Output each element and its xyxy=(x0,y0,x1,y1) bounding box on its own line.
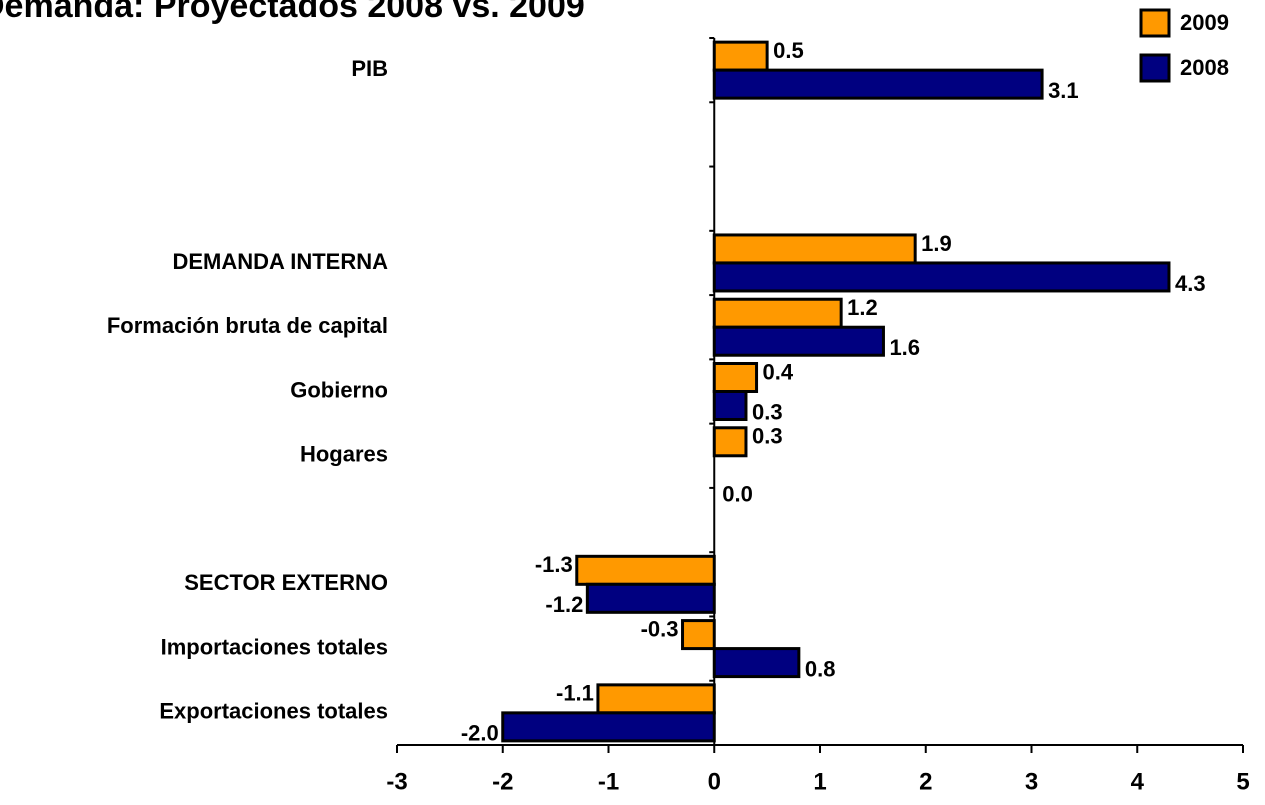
bar xyxy=(501,711,716,743)
value-label: -2.0 xyxy=(461,721,499,746)
value-label: 0.0 xyxy=(722,482,753,507)
bar xyxy=(712,261,1171,293)
category-label: Formación bruta de capital xyxy=(107,313,388,338)
category-label: SECTOR EXTERNO xyxy=(184,570,388,595)
category-label: DEMANDA INTERNA xyxy=(172,249,388,274)
x-tick-label: 0 xyxy=(708,768,721,795)
bar xyxy=(712,426,748,458)
category-label: Gobierno xyxy=(290,377,388,402)
legend-label: 2008 xyxy=(1180,55,1229,80)
value-label: 0.3 xyxy=(752,424,783,449)
bar xyxy=(712,68,1044,100)
value-label: -1.2 xyxy=(545,592,583,617)
bar xyxy=(712,325,885,357)
value-label: 1.9 xyxy=(921,231,952,256)
bar xyxy=(712,233,917,265)
bar xyxy=(712,362,759,393)
legend-label: 2009 xyxy=(1180,10,1229,35)
value-label: -0.3 xyxy=(641,616,679,641)
bar xyxy=(681,619,716,651)
category-label: Exportaciones totales xyxy=(159,699,388,724)
bar xyxy=(712,297,843,329)
bar xyxy=(585,582,716,614)
x-tick-label: 1 xyxy=(813,768,826,795)
chart-title: Demanda: Proyectados 2008 vs. 2009 xyxy=(0,0,585,25)
value-label: 0.4 xyxy=(763,359,794,384)
x-tick-label: 5 xyxy=(1236,768,1249,795)
value-label: 0.8 xyxy=(805,656,836,681)
x-tick-label: -3 xyxy=(386,768,407,795)
value-label: 0.3 xyxy=(752,399,783,424)
value-label: 1.6 xyxy=(889,335,920,360)
x-tick-label: -2 xyxy=(492,768,513,795)
x-tick-label: 2 xyxy=(919,768,932,795)
value-label: 4.3 xyxy=(1175,271,1206,296)
value-label: 1.2 xyxy=(847,295,878,320)
x-tick-label: 4 xyxy=(1131,768,1145,795)
bar xyxy=(575,554,716,586)
bar xyxy=(712,647,801,679)
value-label: 3.1 xyxy=(1048,78,1079,103)
category-label: PIB xyxy=(351,56,388,81)
value-label: 0.5 xyxy=(773,38,804,63)
bar xyxy=(712,390,748,421)
category-label: Hogares xyxy=(300,442,388,467)
bar xyxy=(712,40,769,72)
value-label: -1.1 xyxy=(556,681,594,706)
bar xyxy=(596,683,716,715)
legend-swatch xyxy=(1139,53,1171,83)
legend-swatch xyxy=(1139,8,1171,38)
value-label: -1.3 xyxy=(535,552,573,577)
category-label: Importaciones totales xyxy=(161,634,388,659)
x-tick-label: -1 xyxy=(598,768,619,795)
x-tick-label: 3 xyxy=(1025,768,1038,795)
